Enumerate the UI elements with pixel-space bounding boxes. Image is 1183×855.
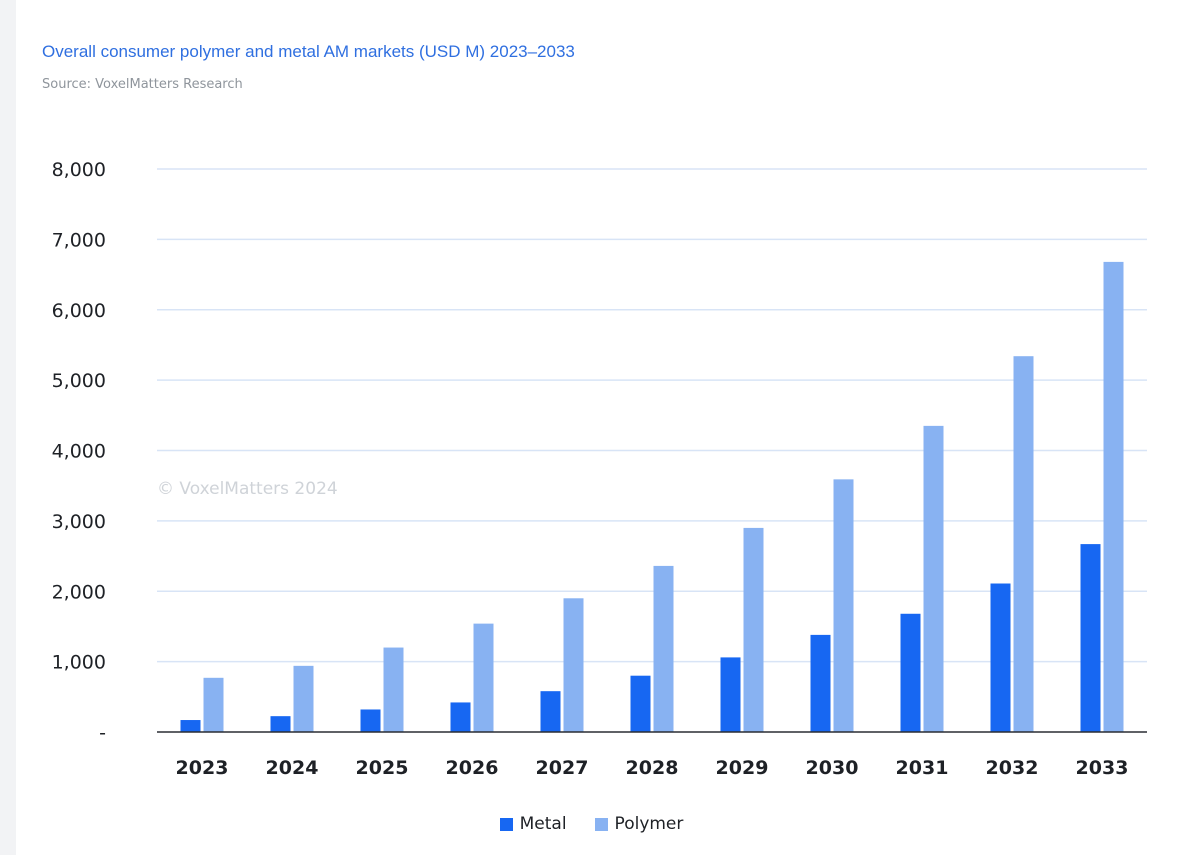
bars xyxy=(180,261,1124,732)
bar-metal xyxy=(180,720,201,732)
bar-metal xyxy=(270,716,291,732)
bar-metal xyxy=(630,675,651,732)
y-tick-label: 8,000 xyxy=(52,159,106,181)
chart-source: Source: VoxelMatters Research xyxy=(42,77,243,92)
bar-metal xyxy=(1080,544,1101,732)
y-tick-label: 7,000 xyxy=(52,229,106,251)
y-tick-label: - xyxy=(99,722,106,744)
y-tick-label: 4,000 xyxy=(52,441,106,463)
bar-polymer xyxy=(653,565,674,732)
bar-polymer xyxy=(203,677,224,732)
metal-swatch-icon xyxy=(499,817,513,831)
bar-polymer xyxy=(1103,261,1124,732)
polymer-swatch-icon xyxy=(594,817,608,831)
watermark: © VoxelMatters 2024 xyxy=(157,479,338,499)
legend-label-polymer: Polymer xyxy=(614,814,684,834)
y-tick-label: 1,000 xyxy=(52,652,106,674)
x-tick-label: 2023 xyxy=(176,757,229,779)
x-tick-label: 2032 xyxy=(986,757,1039,779)
x-tick-label: 2029 xyxy=(716,757,769,779)
legend-item-metal[interactable]: Metal xyxy=(499,814,567,834)
bar-polymer xyxy=(923,425,944,732)
chart-title: Overall consumer polymer and metal AM ma… xyxy=(42,42,575,61)
bar-polymer xyxy=(833,479,854,732)
legend-label-metal: Metal xyxy=(519,814,567,834)
y-tick-label: 2,000 xyxy=(52,581,106,603)
x-axis-ticks: 2023 2024 2025 2026 2027 2028 2029 2030 2031 2032… xyxy=(176,757,1129,779)
y-tick-label: 5,000 xyxy=(52,370,106,392)
x-tick-label: 2025 xyxy=(356,757,409,779)
x-tick-label: 2031 xyxy=(896,757,949,779)
gridlines xyxy=(157,168,1147,663)
y-tick-label: 6,000 xyxy=(52,300,106,322)
bar-metal xyxy=(540,691,561,732)
bar-metal xyxy=(990,583,1011,732)
bar-polymer xyxy=(743,527,764,732)
y-tick-label: 3,000 xyxy=(52,511,106,533)
bar-metal xyxy=(360,709,381,732)
x-tick-label: 2028 xyxy=(626,757,679,779)
bar-metal xyxy=(900,613,921,732)
bar-chart: - 1,000 2,000 3,000 4,000 5,000 6,000 7,000 8,00… xyxy=(52,159,1147,779)
page-margin xyxy=(0,0,16,855)
bar-polymer xyxy=(293,665,314,732)
bar-metal xyxy=(810,634,831,732)
bar-polymer xyxy=(1013,356,1034,732)
y-axis-ticks: - 1,000 2,000 3,000 4,000 5,000 6,000 7,000 8,00… xyxy=(52,159,106,744)
bar-polymer xyxy=(563,598,584,732)
x-tick-label: 2027 xyxy=(536,757,589,779)
legend-item-polymer[interactable]: Polymer xyxy=(594,814,684,834)
x-tick-label: 2033 xyxy=(1076,757,1129,779)
x-tick-label: 2030 xyxy=(806,757,859,779)
bar-metal xyxy=(450,702,471,732)
bar-polymer xyxy=(473,623,494,732)
x-tick-label: 2024 xyxy=(266,757,319,779)
x-tick-label: 2026 xyxy=(446,757,499,779)
bar-polymer xyxy=(383,647,404,732)
bar-metal xyxy=(720,657,741,732)
legend: Metal Polymer xyxy=(0,814,1183,834)
